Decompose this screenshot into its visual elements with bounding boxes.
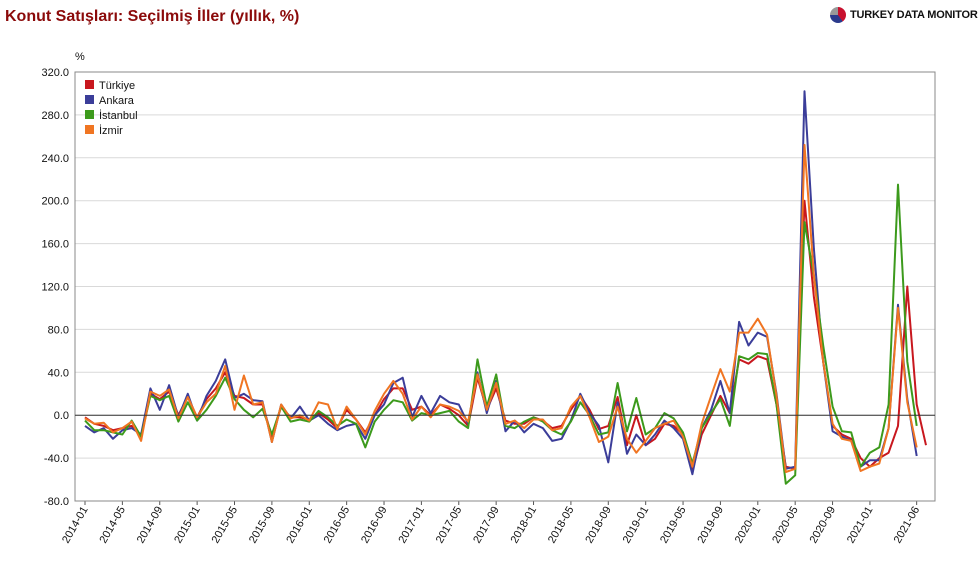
y-tick-label: 160.0 [41, 239, 69, 251]
series-lines [84, 90, 927, 485]
legend-swatch [85, 110, 94, 119]
legend-swatch [85, 80, 94, 89]
x-tick-label: 2017-01 [396, 505, 427, 546]
legend-swatch [85, 125, 94, 134]
x-tick-label: 2019-09 [695, 505, 726, 546]
y-tick-label: 80.0 [48, 324, 69, 336]
x-tick-label: 2014-05 [97, 505, 128, 546]
x-tick-label: 2016-01 [284, 505, 315, 546]
x-tick-label: 2017-05 [434, 505, 465, 546]
y-tick-label: -40.0 [44, 453, 69, 465]
grid-lines [75, 71, 935, 502]
y-tick-label: 120.0 [41, 282, 69, 294]
x-tick-label: 2018-09 [583, 505, 614, 546]
x-tick-label: 2016-05 [322, 505, 353, 546]
legend-swatch [85, 95, 94, 104]
x-tick-label: 2014-01 [60, 505, 91, 546]
x-tick-label: 2021-06 [892, 505, 923, 546]
chart-title: Konut Satışları: Seçilmiş İller (yıllık,… [5, 8, 300, 25]
x-tick-label: 2018-05 [546, 505, 577, 546]
series-line-3 [84, 183, 918, 485]
y-tick-label: 320.0 [41, 67, 69, 79]
plot-frame [74, 71, 936, 502]
x-tick-label: 2018-01 [509, 505, 540, 546]
series-line-4 [84, 143, 918, 473]
y-tick-label: 40.0 [48, 367, 69, 379]
legend: Türkiye Ankara İstanbul İzmir [85, 80, 138, 137]
y-tick-label: 280.0 [41, 110, 69, 122]
x-tick-label: 2015-09 [247, 505, 278, 546]
x-tick-label: 2020-01 [733, 505, 764, 546]
logo-icon [830, 7, 846, 23]
y-axis-label: % [75, 51, 85, 63]
legend-label: İstanbul [99, 109, 138, 122]
brand-logo: TURKEY DATA MONITOR [830, 6, 978, 24]
legend-label: Ankara [99, 95, 135, 107]
y-tick-label: 240.0 [41, 153, 69, 165]
x-tick-label: 2020-09 [808, 505, 839, 546]
x-tick-label: 2021-01 [845, 505, 876, 546]
x-tick-label: 2015-05 [210, 505, 241, 546]
series-line-2 [84, 90, 918, 476]
y-tick-label: -80.0 [44, 496, 69, 508]
x-tick-label: 2016-09 [359, 505, 390, 546]
x-tick-label: 2015-01 [172, 505, 203, 546]
logo-text: TURKEY DATA MONITOR [850, 9, 978, 21]
legend-label: Türkiye [99, 80, 135, 92]
y-ticks: 320.0 280.0 240.0 200.0 160.0 120.0 80.0 40.0 0.… [41, 67, 69, 508]
y-tick-label: 200.0 [41, 196, 69, 208]
y-tick-label: 0.0 [54, 410, 69, 422]
x-tick-label: 2014-09 [135, 505, 166, 546]
x-tick-label: 2019-05 [658, 505, 689, 546]
x-tick-label: 2020-05 [770, 505, 801, 546]
x-ticks: 2014-01 2014-05 2014-09 2015-01 2015-05 2015-… [60, 501, 922, 545]
x-tick-label: 2017-09 [471, 504, 502, 545]
x-tick-label: 2019-01 [621, 505, 652, 546]
legend-label: İzmir [99, 124, 123, 137]
